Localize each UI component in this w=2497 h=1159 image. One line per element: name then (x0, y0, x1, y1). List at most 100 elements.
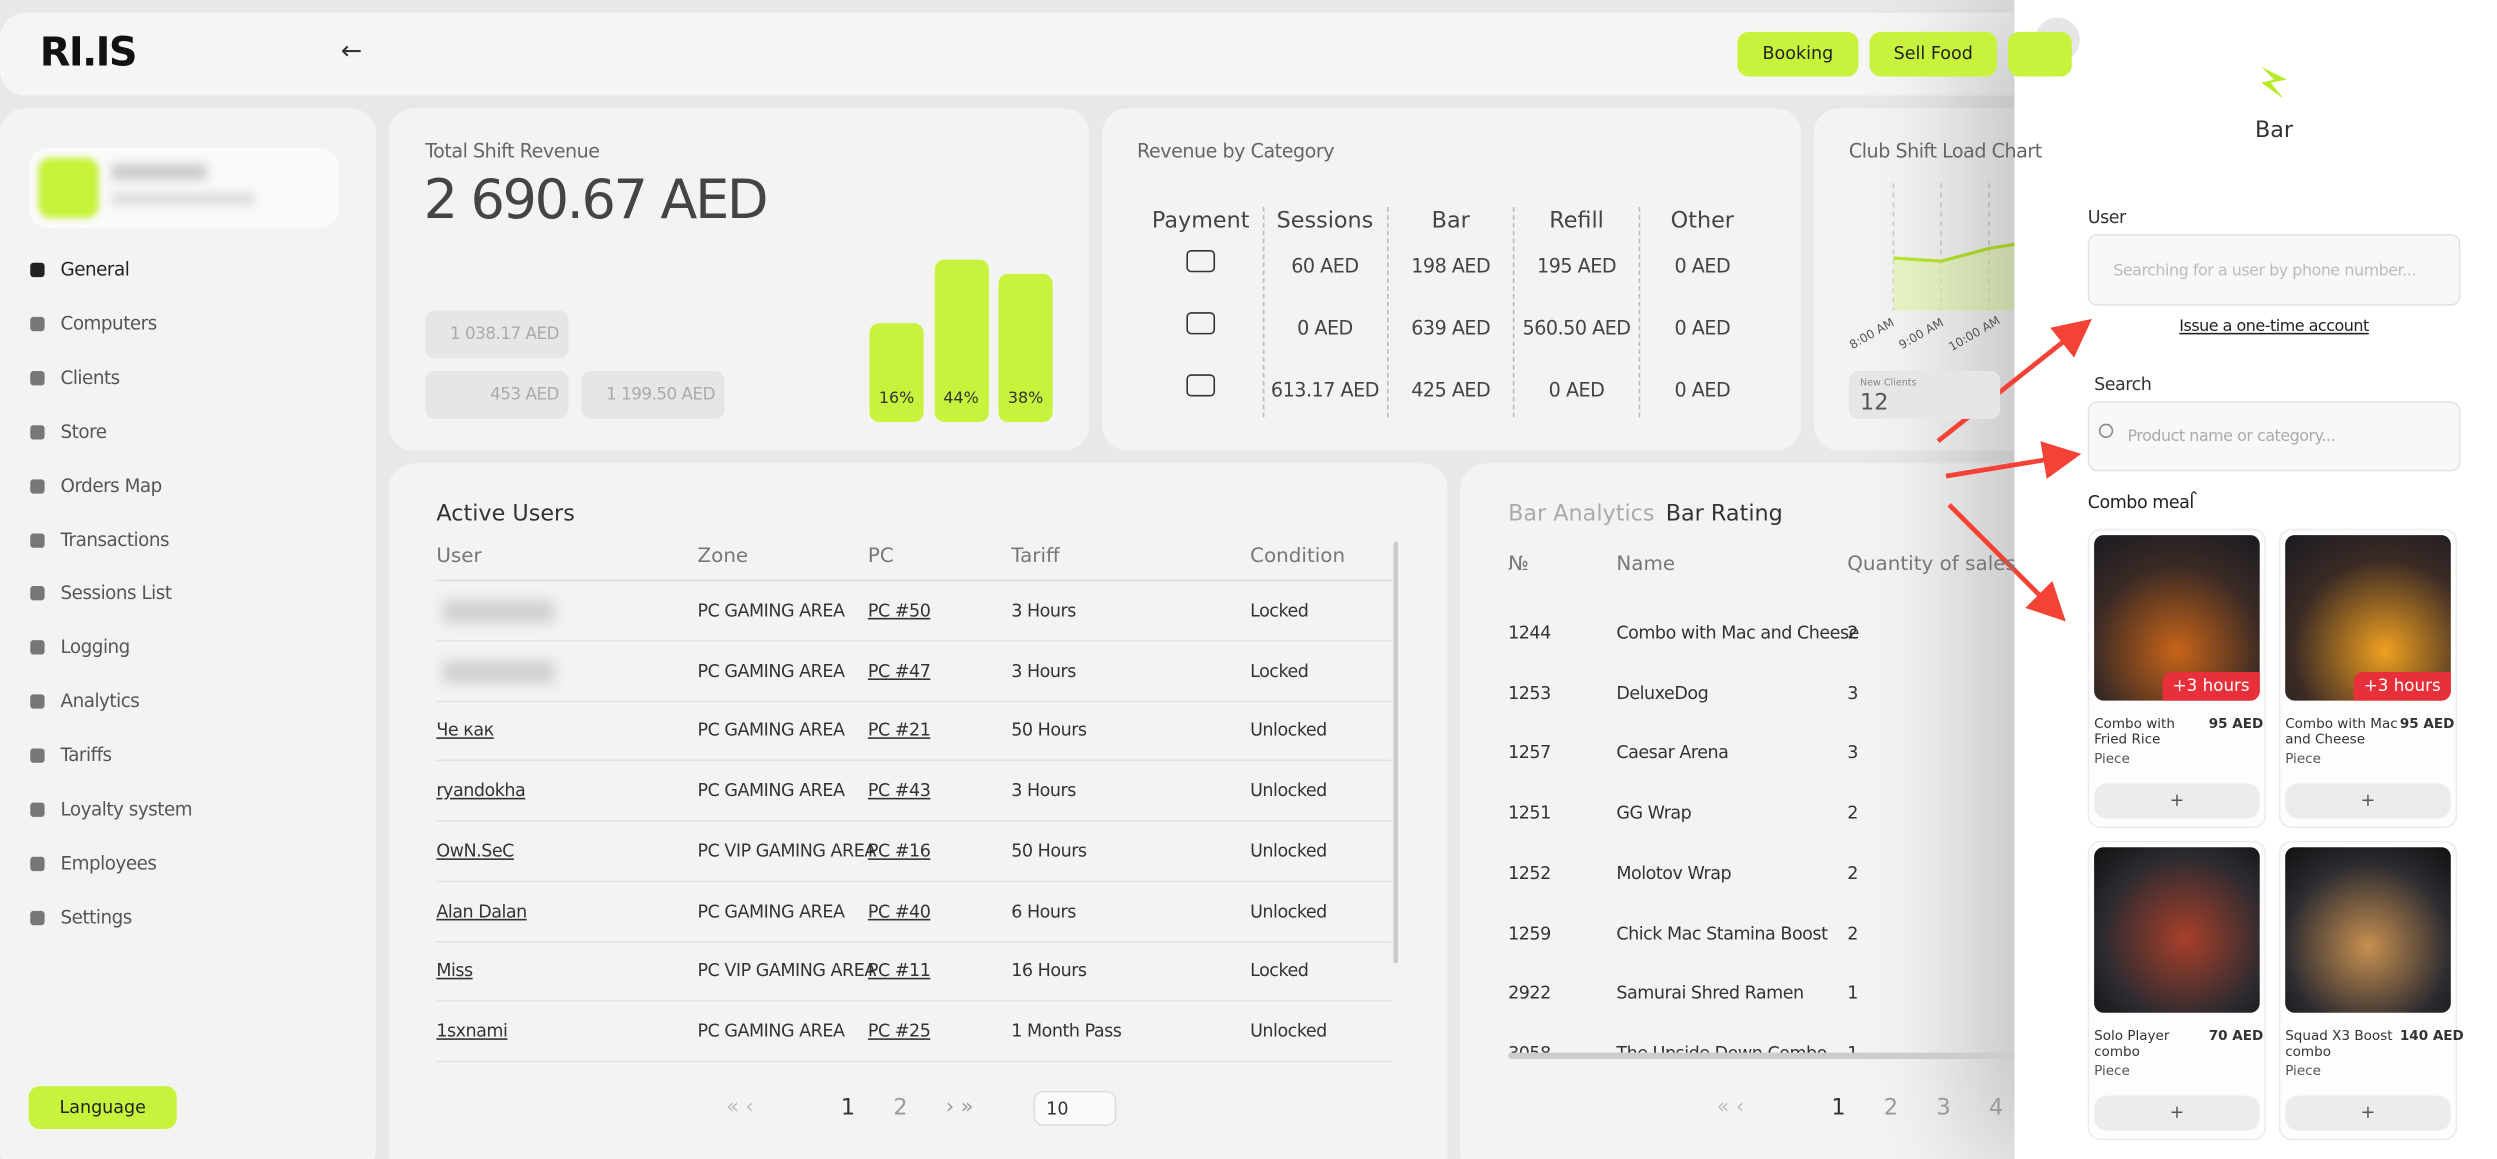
page-number[interactable]: 2 (1883, 1095, 1899, 1122)
bar-label: 38% (1007, 390, 1044, 408)
column-header[interactable]: Quantity of sales (1847, 550, 2016, 575)
page-number[interactable]: 4 (1988, 1095, 2004, 1122)
profile-role (111, 192, 255, 206)
nav-item[interactable]: Settings (60, 905, 133, 929)
link[interactable]: PC #47 (867, 660, 931, 682)
nav-item[interactable]: Clients (60, 365, 121, 389)
cell: PC GAMING AREA (697, 660, 845, 682)
add-button[interactable]: + (2094, 1095, 2260, 1131)
nav-item[interactable]: Loyalty system (60, 797, 193, 821)
add-button[interactable]: + (2094, 783, 2260, 819)
product-name: Solo Player combo (2094, 1028, 2170, 1061)
column-header: Other (1670, 208, 1735, 235)
nav-item[interactable]: Sessions List (60, 581, 173, 605)
link[interactable]: 1sxnami (436, 1020, 508, 1042)
cell: 16 Hours (1011, 960, 1087, 982)
cell: Molotov Wrap (1616, 862, 1732, 884)
nav-item[interactable]: Transactions (60, 527, 170, 551)
nav-item[interactable]: Orders Map (60, 473, 163, 497)
sidebar (0, 108, 376, 1159)
nav-item[interactable]: Computers (60, 311, 158, 335)
logo: RI.IS (39, 28, 138, 75)
cell: 3 (1847, 682, 1858, 704)
add-button[interactable]: + (2285, 783, 2451, 819)
cell: 6 Hours (1011, 900, 1076, 922)
link[interactable]: PC #50 (867, 600, 931, 622)
category-value: 613.17 AED (1270, 378, 1380, 401)
cell: DeluxeDog (1616, 682, 1709, 704)
category-value: 195 AED (1537, 254, 1617, 278)
column-header[interactable]: Zone (697, 543, 749, 567)
profile[interactable] (28, 148, 340, 228)
user-input[interactable]: Searching for a user by phone number... (2087, 234, 2461, 306)
header-button[interactable]: Sell Food (1869, 31, 1997, 77)
page-number[interactable]: 3 (1936, 1095, 1951, 1122)
link[interactable]: PC #16 (867, 840, 931, 862)
cell: Locked (1250, 960, 1309, 982)
nav-item[interactable]: Employees (60, 851, 157, 875)
nav-item[interactable]: Logging (60, 635, 131, 659)
nav-item[interactable]: Analytics (60, 689, 140, 713)
cell: 1 (1847, 982, 1858, 1004)
nav-icon (30, 262, 45, 278)
column-header[interactable]: Condition (1250, 543, 1346, 567)
row-rule (436, 700, 1392, 702)
link[interactable]: Miss (436, 960, 473, 982)
link[interactable]: OwN.SeC (436, 840, 514, 862)
tab[interactable]: Bar Rating (1665, 501, 1783, 528)
category-card (1101, 108, 1802, 451)
category-value: 0 AED (1297, 316, 1353, 339)
profile-name (111, 164, 208, 180)
link[interactable]: PC #25 (867, 1020, 931, 1042)
cell: 1252 (1508, 862, 1551, 884)
header-button[interactable]: Booking (1737, 31, 1859, 77)
nav-item[interactable]: General (60, 257, 130, 281)
bar-label: 16% (878, 390, 915, 408)
search-input[interactable]: Product name or category... (2087, 401, 2461, 472)
column-header: User (436, 543, 482, 567)
cell: 1251 (1508, 802, 1551, 824)
link[interactable]: PC #43 (867, 780, 931, 802)
group-toggle[interactable]: Combo meal (2087, 492, 2195, 513)
link[interactable]: Че как (436, 720, 494, 742)
cell: The Upside Down Combo (1616, 1042, 1827, 1056)
page-size[interactable]: 10 (1033, 1090, 1117, 1126)
link[interactable]: Alan Dalan (436, 900, 527, 922)
page-number[interactable]: 2 (893, 1095, 908, 1122)
page-number[interactable]: 1 (1831, 1095, 1846, 1122)
cell: Unlocked (1250, 840, 1327, 862)
link[interactable]: PC #11 (867, 960, 931, 982)
cell: 2 (1847, 862, 1858, 884)
category-value: 0 AED (1674, 316, 1731, 339)
column-divider (1512, 207, 1515, 418)
tab[interactable]: Bar Analytics (1508, 501, 1655, 528)
cell: 3 (1847, 742, 1858, 764)
column-header[interactable]: Tariff (1011, 543, 1060, 567)
nav-item[interactable]: Tariffs (60, 743, 113, 767)
cell: 50 Hours (1011, 840, 1087, 862)
top-bar (0, 12, 2055, 96)
link[interactable]: ryandokha (436, 780, 526, 802)
column-header[interactable]: PC (867, 543, 894, 567)
header-button[interactable] (2008, 31, 2072, 77)
nav-item[interactable]: Store (60, 419, 108, 443)
column-header[interactable]: Name (1616, 550, 1676, 575)
stat-label: New Clients (1860, 377, 1917, 389)
category-value: 0 AED (1674, 378, 1731, 401)
language-button[interactable]: Language (28, 1086, 177, 1130)
nav-icon (30, 316, 45, 332)
one-time-link[interactable]: Issue a one-time account (2179, 318, 2369, 337)
link[interactable]: PC #21 (867, 720, 931, 742)
row-rule (436, 760, 1392, 762)
column-header[interactable]: № (1508, 550, 1529, 575)
link[interactable]: PC #40 (867, 900, 931, 922)
product-price: 95 AED (2208, 716, 2264, 733)
row-rule (436, 820, 1392, 822)
category-value: 198 AED (1411, 254, 1491, 278)
revenue-chip: 453 AED (425, 371, 569, 419)
add-button[interactable]: + (2285, 1095, 2451, 1131)
nav-icon (30, 532, 45, 548)
back-button[interactable]: ← (340, 35, 363, 66)
page-number[interactable]: 1 (840, 1095, 856, 1122)
